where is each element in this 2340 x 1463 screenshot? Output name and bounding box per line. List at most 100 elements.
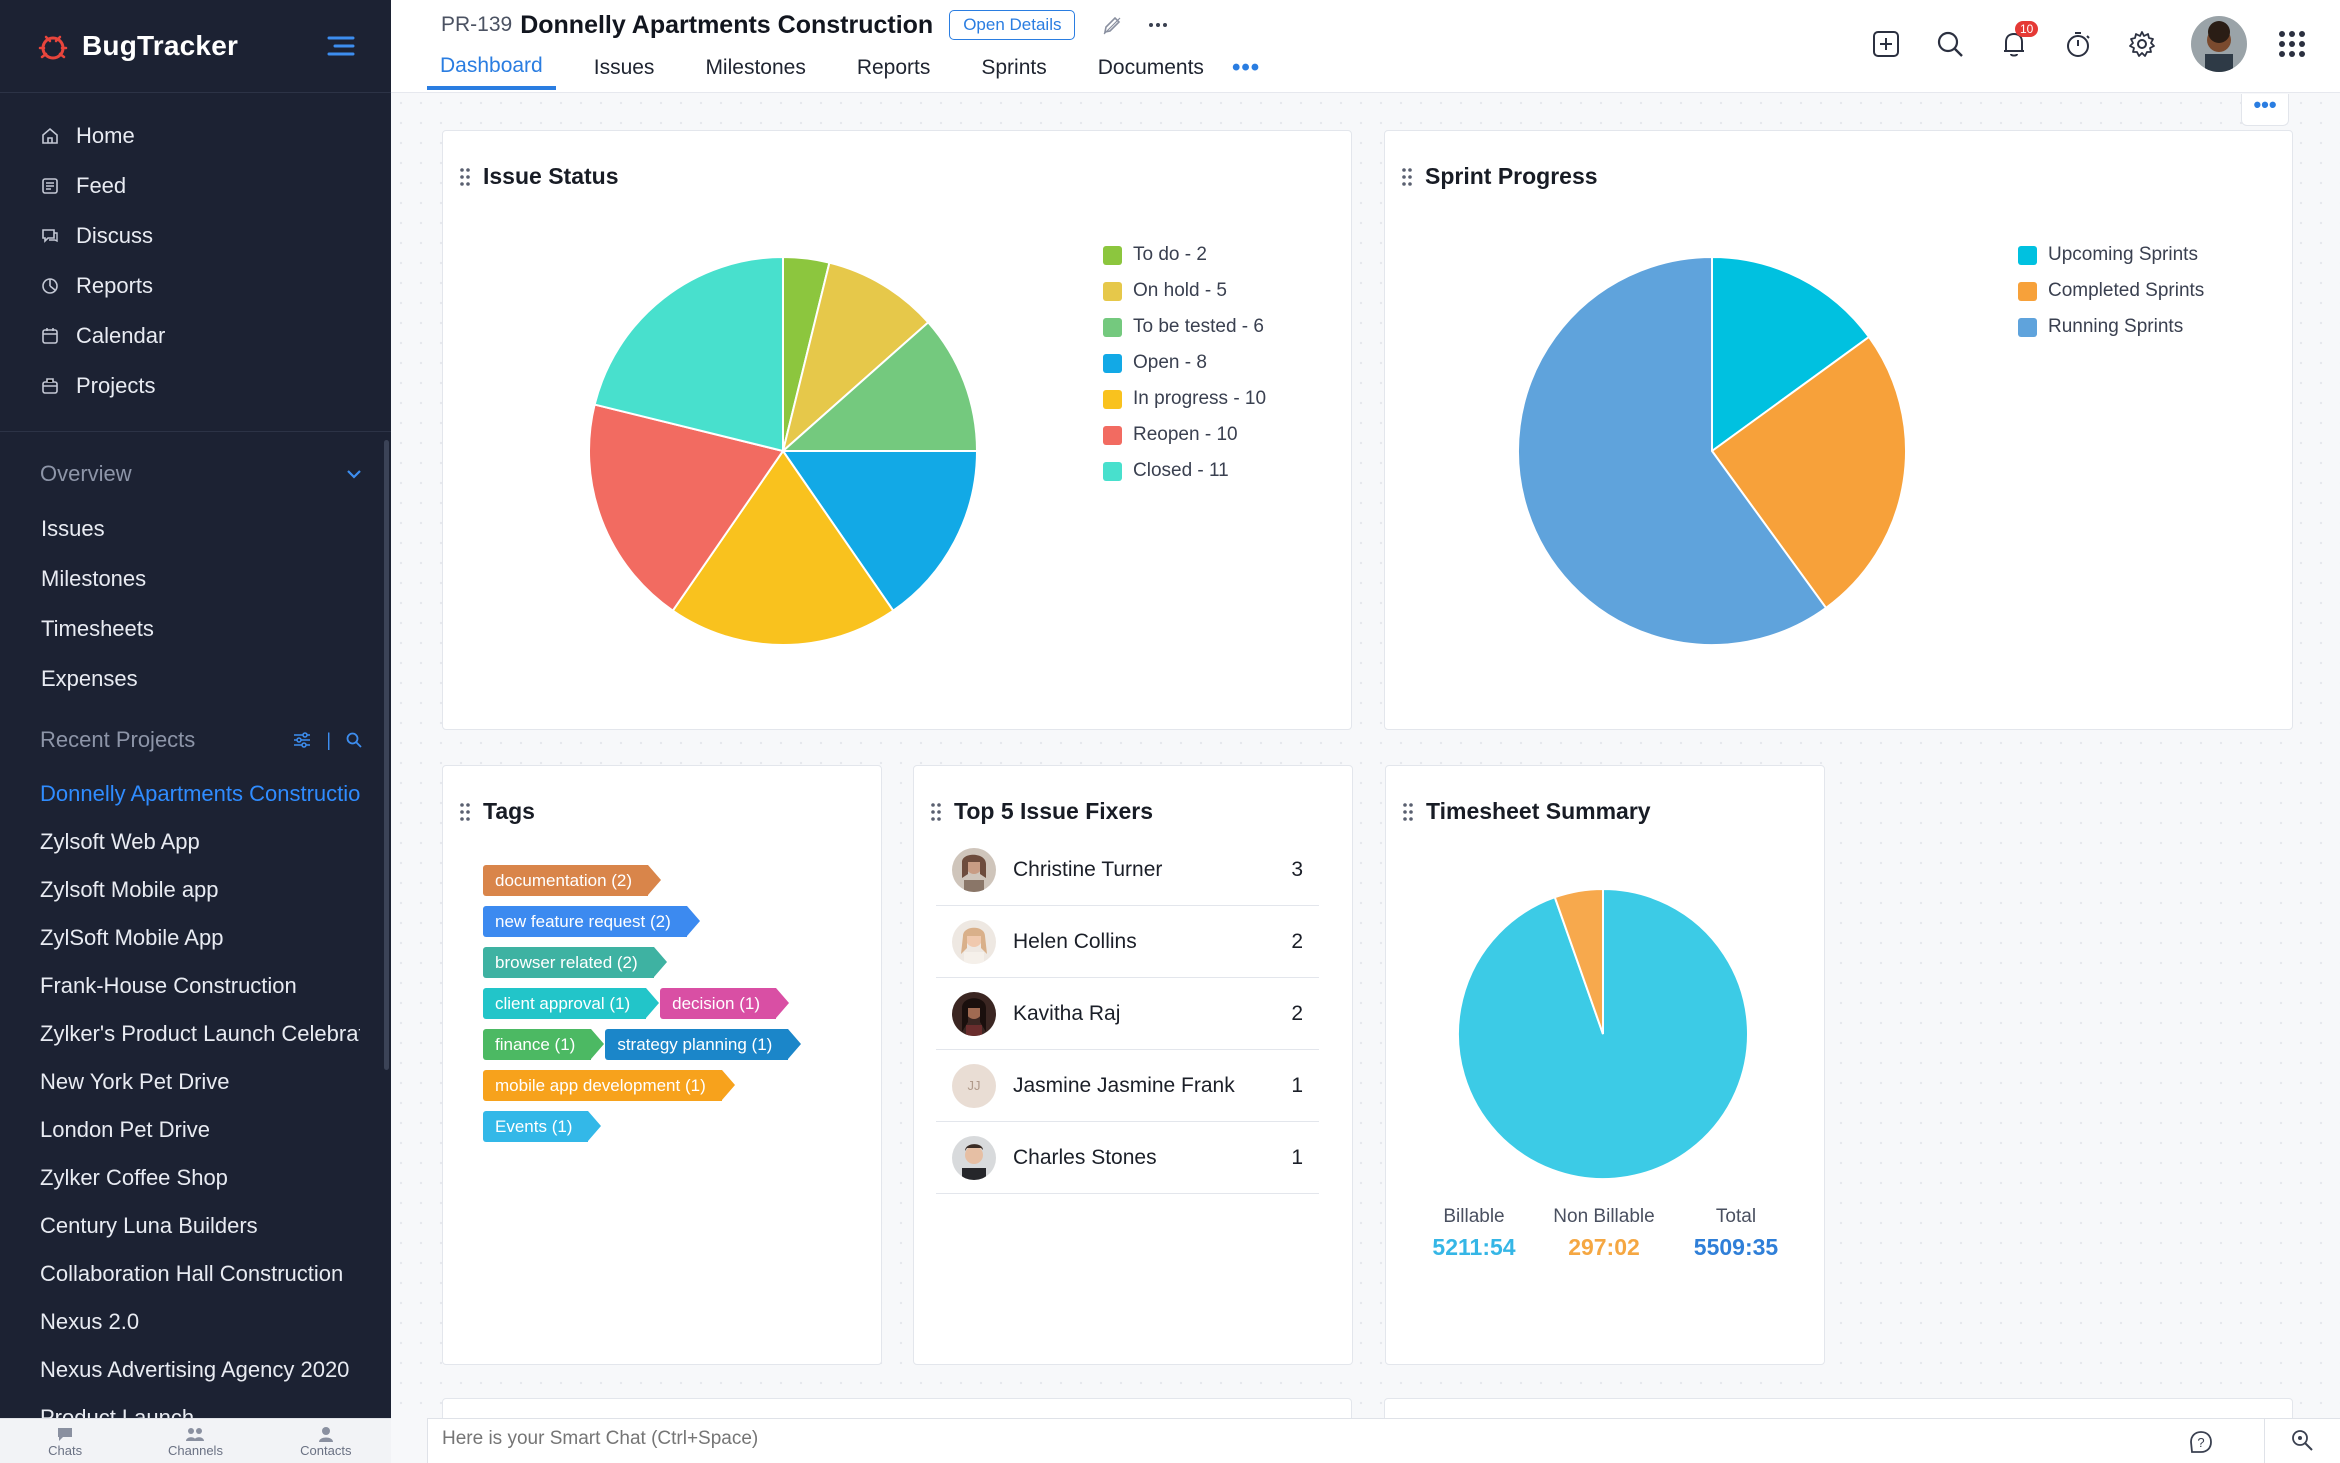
user-avatar[interactable] — [2191, 16, 2247, 72]
fixer-row[interactable]: Charles Stones 1 — [936, 1122, 1319, 1194]
drag-handle-icon[interactable] — [1401, 167, 1413, 187]
apps-grid-icon[interactable] — [2277, 29, 2307, 59]
recent-project-item[interactable]: Product Launch — [40, 1405, 195, 1418]
pie-slice-upcoming-sprints[interactable] — [1711, 255, 1871, 453]
nav-projects[interactable]: Projects — [0, 361, 391, 411]
search-icon[interactable] — [1935, 29, 1965, 59]
more-options-icon[interactable] — [1147, 14, 1169, 36]
nav-discuss[interactable]: Discuss — [0, 211, 391, 261]
timer-icon[interactable] — [2063, 29, 2093, 59]
legend-item[interactable]: Running Sprints — [2018, 309, 2204, 345]
overview-timesheets[interactable]: Timesheets — [0, 604, 391, 654]
legend-item[interactable]: To be tested - 6 — [1103, 309, 1266, 345]
pie-slice-on-hold[interactable] — [781, 261, 930, 454]
notifications-button[interactable]: 10 — [1999, 21, 2039, 59]
sidebar-scrollbar[interactable] — [384, 440, 389, 1070]
nav-calendar[interactable]: Calendar — [0, 311, 391, 361]
search-icon[interactable] — [345, 731, 363, 749]
drag-handle-icon[interactable] — [459, 167, 471, 187]
tab-dashboard[interactable]: Dashboard — [427, 46, 556, 90]
pie-slice-to-be-tested[interactable] — [780, 320, 979, 452]
pie-slice-non-billable[interactable] — [1553, 887, 1604, 1035]
legend-item[interactable]: Closed - 11 — [1103, 453, 1266, 489]
overview-header[interactable]: Overview — [0, 444, 391, 504]
filter-sliders-icon[interactable] — [292, 731, 312, 749]
recent-project-item[interactable]: Nexus Advertising Agency 2020 — [40, 1357, 350, 1382]
fixer-row[interactable]: Helen Collins 2 — [936, 906, 1319, 978]
recent-project-item[interactable]: Nexus 2.0 — [40, 1309, 140, 1334]
open-details-button[interactable]: Open Details — [949, 10, 1076, 40]
tabs-more-icon[interactable]: ••• — [1231, 54, 1261, 81]
tag-chip[interactable]: strategy planning (1) — [605, 1029, 802, 1060]
dock-channels[interactable]: Channels — [130, 1419, 260, 1463]
smart-chat-input[interactable] — [442, 1428, 1942, 1450]
settings-gear-icon[interactable] — [2127, 29, 2157, 59]
pie-slice-reopen[interactable] — [588, 403, 785, 613]
drag-handle-icon[interactable] — [930, 802, 942, 822]
recent-project-item[interactable]: ZylSoft Mobile App — [40, 925, 224, 950]
dock-chats[interactable]: Chats — [0, 1419, 130, 1463]
timesheet-summary-title: Timesheet Summary — [1426, 798, 1651, 824]
recent-project-item[interactable]: Collaboration Hall Construction — [40, 1261, 344, 1286]
chevron-down-icon[interactable] — [345, 468, 363, 480]
tag-chip[interactable]: new feature request (2) — [483, 906, 700, 937]
nav-feed[interactable]: Feed — [0, 161, 391, 211]
legend-item[interactable]: In progress - 10 — [1103, 381, 1266, 417]
pie-slice-billable[interactable] — [1457, 887, 1749, 1180]
tag-chip[interactable]: client approval (1) — [483, 988, 660, 1019]
pie-slice-in-progress[interactable] — [671, 449, 895, 646]
pie-slice-open[interactable] — [781, 450, 979, 613]
fixer-avatar-image — [952, 1135, 996, 1180]
timesheet-summary-widget: Timesheet Summary Billable 5211:54 Non B… — [1385, 765, 1825, 1365]
recent-project-item[interactable]: Century Luna Builders — [40, 1213, 258, 1238]
overview-expenses-label: Expenses — [41, 666, 138, 691]
recent-project-item[interactable]: New York Pet Drive — [40, 1069, 230, 1094]
legend-item[interactable]: Open - 8 — [1103, 345, 1266, 381]
recent-project-item[interactable]: Zylsoft Mobile app — [40, 877, 219, 902]
tag-chip[interactable]: browser related (2) — [483, 947, 667, 978]
tag-chip[interactable]: documentation (2) — [483, 865, 662, 896]
help-icon[interactable]: ? — [2188, 1429, 2214, 1455]
dock-contacts[interactable]: Contacts — [261, 1419, 391, 1463]
nav-reports[interactable]: Reports — [0, 261, 391, 311]
tag-chip[interactable]: Events (1) — [483, 1111, 603, 1142]
tab-reports[interactable]: Reports — [856, 56, 931, 79]
tab-sprints[interactable]: Sprints — [981, 56, 1047, 79]
overview-milestones[interactable]: Milestones — [0, 554, 391, 604]
zia-search-button[interactable] — [2264, 1418, 2340, 1463]
next-widget-right — [1384, 1398, 2293, 1418]
tab-issues[interactable]: Issues — [593, 56, 655, 79]
recent-project-item[interactable]: Zylker Coffee Shop — [40, 1165, 228, 1190]
recent-project-item[interactable]: Frank-House Construction — [40, 973, 297, 998]
tag-chip[interactable]: mobile app development (1) — [483, 1070, 735, 1101]
recent-project-item[interactable]: London Pet Drive — [40, 1117, 210, 1142]
tab-milestones[interactable]: Milestones — [705, 56, 806, 79]
add-icon[interactable] — [1871, 29, 1901, 59]
recent-project-item[interactable]: Zylsoft Web App — [40, 829, 200, 854]
legend-label: Running Sprints — [2048, 316, 2184, 337]
pie-slice-running-sprints[interactable] — [1517, 255, 1828, 646]
legend-item[interactable]: On hold - 5 — [1103, 273, 1266, 309]
dashboard-more-icon[interactable]: ••• — [2241, 94, 2289, 126]
legend-item[interactable]: To do - 2 — [1103, 237, 1266, 273]
legend-item[interactable]: Completed Sprints — [2018, 273, 2204, 309]
legend-item[interactable]: Reopen - 10 — [1103, 417, 1266, 453]
legend-item[interactable]: Upcoming Sprints — [2018, 237, 2204, 273]
tag-chip[interactable]: decision (1) — [660, 988, 789, 1019]
tag-chip[interactable]: finance (1) — [483, 1029, 605, 1060]
fixer-row[interactable]: JJ Jasmine Jasmine Frank 1 — [936, 1050, 1319, 1122]
pie-slice-closed[interactable] — [593, 255, 784, 453]
tab-documents[interactable]: Documents — [1097, 56, 1204, 79]
drag-handle-icon[interactable] — [1402, 802, 1414, 822]
drag-handle-icon[interactable] — [459, 802, 471, 822]
menu-toggle-icon[interactable] — [327, 35, 355, 57]
overview-issues[interactable]: Issues — [0, 504, 391, 554]
fixer-row[interactable]: Christine Turner 3 — [936, 834, 1319, 906]
nav-home[interactable]: Home — [0, 111, 391, 161]
recent-project-item[interactable]: Donnelly Apartments Construction — [40, 781, 360, 806]
edit-pencil-icon[interactable] — [1101, 14, 1123, 36]
recent-project-item[interactable]: Zylker's Product Launch Celebration — [40, 1021, 360, 1046]
overview-expenses[interactable]: Expenses — [0, 654, 391, 704]
pie-slice-completed-sprints[interactable] — [1710, 335, 1907, 610]
fixer-row[interactable]: Kavitha Raj 2 — [936, 978, 1319, 1050]
